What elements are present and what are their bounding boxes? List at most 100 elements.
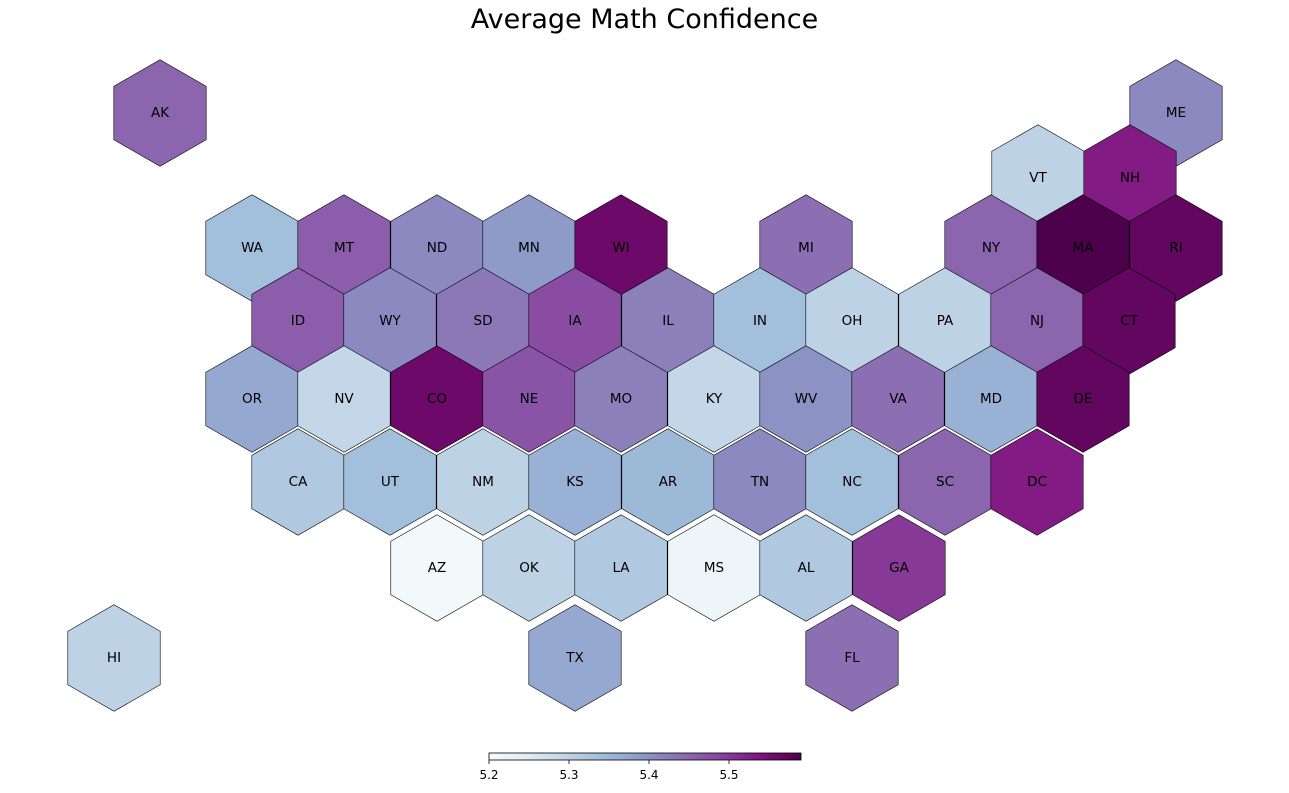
state-label: MA (1073, 240, 1095, 256)
state-label: IN (753, 313, 767, 329)
state-hex-al: AL (759, 514, 853, 622)
state-label: DC (1027, 474, 1047, 490)
state-label: CO (427, 391, 447, 407)
state-label: WV (795, 391, 818, 407)
state-hex-ct: CT (1082, 267, 1176, 375)
state-hex-shape (297, 345, 391, 453)
state-hex-ny: NY (944, 194, 1038, 302)
state-label: IL (662, 313, 674, 329)
state-label: HI (107, 650, 121, 666)
state-hex-shape (574, 345, 668, 453)
state-hex-shape (1129, 194, 1223, 302)
state-label: RI (1169, 240, 1182, 256)
state-label: MO (610, 391, 632, 407)
state-label: CT (1120, 313, 1138, 329)
state-hex-mt: MT (297, 194, 391, 302)
state-label: AR (659, 474, 678, 490)
state-hex-wv: WV (759, 345, 853, 453)
state-label: IA (568, 313, 582, 329)
state-label: LA (612, 560, 630, 576)
state-hex-tx: TX (528, 604, 622, 712)
state-hex-la: LA (574, 514, 668, 622)
state-label: NJ (1030, 313, 1044, 329)
state-label: ME (1166, 105, 1186, 121)
state-label: ID (291, 313, 305, 329)
state-hex-co: CO (390, 345, 484, 453)
state-label: CA (289, 474, 308, 490)
state-label: PA (937, 313, 954, 329)
state-label: TX (565, 650, 584, 666)
state-label: NC (842, 474, 862, 490)
state-hex-shape (1036, 345, 1130, 453)
state-hex-ut: UT (343, 428, 437, 536)
state-label: UT (381, 474, 400, 490)
state-label: NV (334, 391, 354, 407)
state-hex-shape (343, 428, 437, 536)
colorbar: 5.2 5.3 5.4 5.5 (479, 752, 802, 782)
state-hex-ak: AK (113, 59, 207, 167)
state-hex-hi: HI (67, 604, 161, 712)
state-hex-ia: IA (528, 267, 622, 375)
state-label: MT (334, 240, 355, 256)
colorbar-tick-label: 5.3 (559, 768, 578, 782)
state-hex-oh: OH (805, 267, 899, 375)
state-hex-de: DE (1036, 345, 1130, 453)
state-label: NY (982, 240, 1001, 256)
state-label: OK (519, 560, 540, 576)
state-label: NH (1120, 170, 1140, 186)
state-label: ND (427, 240, 448, 256)
state-hex-ks: KS (528, 428, 622, 536)
state-hex-va: VA (851, 345, 945, 453)
state-label: KS (566, 474, 583, 490)
state-hex-ca: CA (251, 428, 345, 536)
state-hex-mo: MO (574, 345, 668, 453)
state-label: WI (612, 240, 629, 256)
state-hex-shape (852, 514, 946, 622)
state-label: AL (798, 560, 815, 576)
state-label: AZ (428, 560, 446, 576)
colorbar-gradient (488, 752, 802, 761)
state-hex-ms: MS (667, 514, 761, 622)
colorbar-ticks: 5.2 5.3 5.4 5.5 (479, 760, 739, 782)
state-label: KY (706, 391, 723, 407)
state-hex-dc: DC (990, 428, 1084, 536)
state-label: VA (889, 391, 907, 407)
state-label: VT (1029, 170, 1047, 186)
state-hex-nm: NM (436, 428, 530, 536)
state-hex-ok: OK (482, 514, 576, 622)
state-hex-shape (990, 428, 1084, 536)
state-label: WA (241, 240, 264, 256)
state-label: OH (842, 313, 863, 329)
state-hex-shape (759, 514, 853, 622)
state-hex-shape (805, 604, 899, 712)
state-label: MN (518, 240, 540, 256)
state-hex-fl: FL (805, 604, 899, 712)
state-label: NE (520, 391, 539, 407)
state-label: NM (472, 474, 494, 490)
state-hex-ne: NE (482, 345, 576, 453)
state-label: FL (844, 650, 860, 666)
state-label: AK (151, 105, 170, 121)
state-hex-nv: NV (297, 345, 391, 453)
state-label: GA (889, 560, 909, 576)
state-hex-shape (528, 604, 622, 712)
state-label: OR (242, 391, 262, 407)
state-hex-ga: GA (852, 514, 946, 622)
colorbar-tick-label: 5.4 (639, 768, 658, 782)
state-hex-ri: RI (1129, 194, 1223, 302)
map-title: Average Math Confidence (470, 4, 819, 35)
state-hex-shape (574, 514, 668, 622)
state-label: MS (704, 560, 724, 576)
state-hex-mi: MI (759, 194, 853, 302)
state-hex-nc: NC (805, 428, 899, 536)
state-hex-tn: TN (713, 428, 807, 536)
colorbar-tick-label: 5.5 (719, 768, 738, 782)
state-hex-wi: WI (574, 194, 668, 302)
state-label: DE (1074, 391, 1093, 407)
state-hexes: AK ME VT NH WA MT ND MN WI MI NY MA RI ID WY SD IA IL IN OH… (67, 59, 1223, 712)
state-hex-shape (851, 345, 945, 453)
state-hex-az: AZ (390, 514, 484, 622)
state-label: SC (936, 474, 954, 490)
state-hex-sc: SC (898, 428, 992, 536)
